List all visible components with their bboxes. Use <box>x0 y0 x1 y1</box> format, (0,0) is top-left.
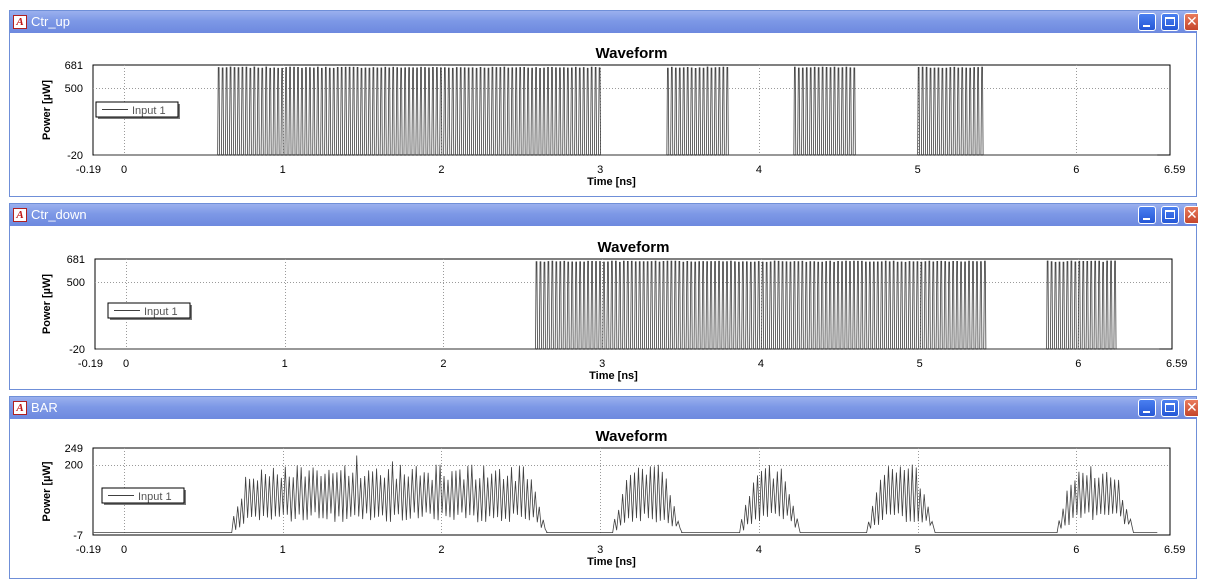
x-tick-label: -0.19 <box>76 544 101 556</box>
y-axis-label: Power [µW] <box>41 274 53 334</box>
legend <box>95 101 179 118</box>
window-ctr-up: A Ctr_up ✕ Waveform -0.19 0 1 2 3 4 5 6 6.59 681 50… <box>9 10 1198 197</box>
y-tick-label: 681 <box>65 60 83 72</box>
series-line-input-1 <box>93 455 1158 534</box>
legend <box>101 487 185 504</box>
minimize-button[interactable] <box>1138 206 1156 224</box>
x-axis-label: Time [ns] <box>587 556 636 568</box>
y-tick-label: 200 <box>65 460 83 472</box>
legend-label: Input 1 <box>138 491 172 503</box>
y-tick-label: 249 <box>65 443 83 455</box>
close-button[interactable]: ✕ <box>1184 399 1198 417</box>
close-button[interactable]: ✕ <box>1184 206 1198 224</box>
x-tick-label: 5 <box>917 358 923 370</box>
x-tick-label: 6 <box>1073 544 1079 556</box>
x-tick-label: 6.59 <box>1164 544 1185 556</box>
maximize-icon <box>1165 17 1175 26</box>
chart-title: Waveform <box>598 239 670 256</box>
app-icon: A <box>13 401 27 415</box>
x-tick-label: 1 <box>280 544 286 556</box>
window-title: Ctr_down <box>31 207 87 222</box>
x-tick-label: 1 <box>280 164 286 176</box>
title-bar[interactable]: A Ctr_down ✕ <box>10 204 1198 226</box>
window-ctr-down: A Ctr_down ✕ Waveform -0.19 0 1 2 3 4 5 6 6.59 681… <box>9 203 1198 390</box>
y-axis-label: Power [µW] <box>41 80 53 140</box>
x-tick-label: 0 <box>123 358 129 370</box>
y-tick-label: -20 <box>67 150 83 162</box>
window-title: BAR <box>31 400 58 415</box>
window-bar: A BAR ✕ Waveform -0.19 0 1 2 3 4 5 6 6.59 249 200 -7… <box>9 396 1198 579</box>
series-line-input-1 <box>93 66 1158 156</box>
close-button[interactable]: ✕ <box>1184 13 1198 31</box>
x-tick-label: 2 <box>438 544 444 556</box>
y-tick-label: 500 <box>65 83 83 95</box>
x-tick-label: 6.59 <box>1164 164 1185 176</box>
x-axis-label: Time [ns] <box>587 176 636 188</box>
title-bar[interactable]: A BAR ✕ <box>10 397 1198 419</box>
close-icon: ✕ <box>1186 207 1198 223</box>
x-tick-label: 1 <box>282 358 288 370</box>
minimize-icon <box>1143 218 1150 220</box>
close-icon: ✕ <box>1186 400 1198 416</box>
minimize-icon <box>1143 25 1150 27</box>
x-tick-label: 5 <box>915 544 921 556</box>
minimize-button[interactable] <box>1138 399 1156 417</box>
app-icon: A <box>13 208 27 222</box>
app-icon: A <box>13 15 27 29</box>
maximize-button[interactable] <box>1161 399 1179 417</box>
waveform-chart: Waveform -0.19 0 1 2 3 4 5 6 6.59 681 500 -20 Time [n… <box>41 45 1185 188</box>
minimize-button[interactable] <box>1138 13 1156 31</box>
legend-label: Input 1 <box>144 306 178 318</box>
plot-area <box>92 64 1171 156</box>
legend <box>107 302 191 319</box>
maximize-button[interactable] <box>1161 13 1179 31</box>
x-tick-label: 3 <box>599 358 605 370</box>
x-tick-label: 2 <box>440 358 446 370</box>
plot-area <box>94 258 1173 350</box>
x-tick-label: 4 <box>756 164 762 176</box>
chart-title: Waveform <box>596 45 668 62</box>
chart-title: Waveform <box>596 428 668 445</box>
x-tick-label: 3 <box>597 544 603 556</box>
minimize-icon <box>1143 411 1150 413</box>
x-tick-label: 4 <box>758 358 764 370</box>
legend-label: Input 1 <box>132 105 166 117</box>
x-tick-label: -0.19 <box>78 358 103 370</box>
series-line-input-1 <box>95 260 1160 350</box>
x-tick-label: 0 <box>121 164 127 176</box>
x-axis-label: Time [ns] <box>589 370 638 382</box>
waveform-chart: Waveform -0.19 0 1 2 3 4 5 6 6.59 681 500 -20 Time [n… <box>41 239 1187 382</box>
x-tick-label: 6 <box>1075 358 1081 370</box>
maximize-icon <box>1165 403 1175 412</box>
maximize-icon <box>1165 210 1175 219</box>
x-tick-label: 0 <box>121 544 127 556</box>
waveform-chart: Waveform -0.19 0 1 2 3 4 5 6 6.59 249 200 -7 Time [ns… <box>41 428 1185 568</box>
x-tick-label: 6 <box>1073 164 1079 176</box>
y-axis-label: Power [µW] <box>41 461 53 521</box>
maximize-button[interactable] <box>1161 206 1179 224</box>
x-tick-label: 3 <box>597 164 603 176</box>
close-icon: ✕ <box>1186 14 1198 30</box>
y-tick-label: 500 <box>67 277 85 289</box>
window-title: Ctr_up <box>31 14 71 29</box>
x-tick-label: 4 <box>756 544 762 556</box>
x-tick-label: -0.19 <box>76 164 101 176</box>
title-bar[interactable]: A Ctr_up ✕ <box>10 11 1198 33</box>
y-tick-label: -20 <box>69 344 85 356</box>
y-tick-label: -7 <box>73 530 83 542</box>
x-tick-label: 6.59 <box>1166 358 1187 370</box>
y-tick-label: 681 <box>67 254 85 266</box>
x-tick-label: 5 <box>915 164 921 176</box>
x-tick-label: 2 <box>438 164 444 176</box>
